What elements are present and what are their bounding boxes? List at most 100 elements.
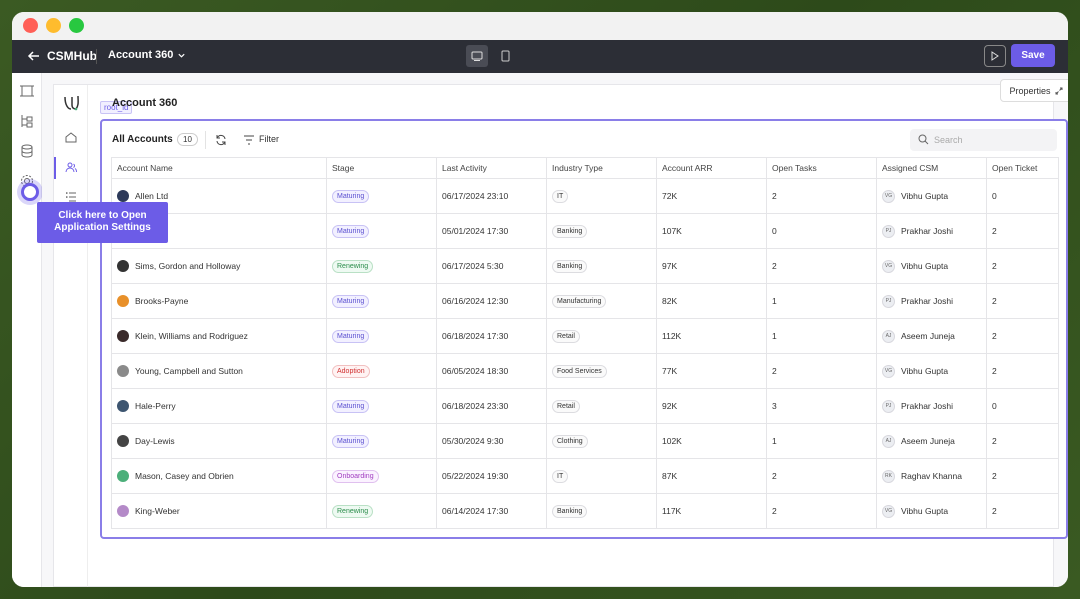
back-arrow-icon[interactable] bbox=[26, 48, 42, 64]
arr-cell: 92K bbox=[656, 388, 767, 424]
properties-button[interactable]: Properties bbox=[1000, 79, 1068, 102]
table-row[interactable]: Sims, Gordon and Holloway Renewing 06/17/2… bbox=[111, 248, 1059, 284]
table-row[interactable]: Allen Ltd Maturing 06/17/2024 23:10 IT 72K 2 V… bbox=[111, 178, 1059, 214]
csm-name: Aseem Juneja bbox=[901, 331, 955, 341]
column-header[interactable]: Open Ticket bbox=[986, 157, 1059, 179]
account-logo-icon bbox=[117, 435, 129, 447]
open-tasks-cell: 1 bbox=[766, 283, 877, 319]
column-header[interactable]: Industry Type bbox=[546, 157, 657, 179]
open-tasks-cell: 3 bbox=[766, 388, 877, 424]
stage-cell: Maturing bbox=[326, 178, 437, 214]
open-ticket-cell: 2 bbox=[986, 493, 1059, 529]
csm-cell: AJ Aseem Juneja bbox=[876, 318, 987, 354]
open-ticket-cell: 2 bbox=[986, 318, 1059, 354]
arr-cell: 97K bbox=[656, 248, 767, 284]
industry-badge: Clothing bbox=[552, 434, 588, 448]
open-tasks-cell: 2 bbox=[766, 353, 877, 389]
stage-cell: Maturing bbox=[326, 213, 437, 249]
avatar: AJ bbox=[882, 434, 895, 448]
account-name: Young, Campbell and Sutton bbox=[135, 366, 243, 376]
table-row[interactable]: Mason, Casey and Obrien Onboarding 05/22/2… bbox=[111, 458, 1059, 494]
account-logo-icon bbox=[117, 190, 129, 202]
industry-cell: Manufacturing bbox=[546, 283, 657, 319]
mobile-icon bbox=[501, 50, 509, 62]
account-name: King-Weber bbox=[135, 506, 180, 516]
last-activity-cell: 06/14/2024 17:30 bbox=[436, 493, 547, 529]
column-header[interactable]: Stage bbox=[326, 157, 437, 179]
stage-cell: Onboarding bbox=[326, 458, 437, 494]
industry-badge: IT bbox=[552, 189, 569, 203]
table-row[interactable]: King-Weber Renewing 06/14/2024 17:30 Bankin… bbox=[111, 493, 1059, 529]
users-icon[interactable] bbox=[65, 161, 77, 173]
stage-badge: Maturing bbox=[332, 224, 370, 238]
header-divider bbox=[96, 49, 97, 64]
table-row[interactable]: Young, Campbell and Sutton Adoption 06/05/… bbox=[111, 353, 1059, 389]
arr-cell: 107K bbox=[656, 213, 767, 249]
desktop-view-button[interactable] bbox=[466, 45, 488, 67]
stage-badge: Maturing bbox=[332, 189, 370, 203]
save-button[interactable]: Save bbox=[1011, 44, 1055, 67]
table-row[interactable]: Hale-Perry Maturing 06/18/2024 23:30 Retail… bbox=[111, 388, 1059, 424]
avatar: RK bbox=[882, 469, 895, 483]
account-logo-icon bbox=[117, 365, 129, 377]
account-name: Allen Ltd bbox=[135, 191, 169, 201]
database-icon[interactable] bbox=[19, 143, 35, 159]
open-ticket-cell: 2 bbox=[986, 458, 1059, 494]
avatar: PJ bbox=[882, 294, 895, 308]
table-row[interactable]: Klein, Williams and Rodriguez Maturing 06/… bbox=[111, 318, 1059, 354]
settings-highlight-ring[interactable] bbox=[21, 183, 39, 201]
preview-sidebar bbox=[54, 85, 88, 587]
industry-cell: Clothing bbox=[546, 423, 657, 459]
column-header[interactable]: Account Name bbox=[111, 157, 327, 179]
play-icon bbox=[991, 51, 999, 61]
table-row[interactable]: Brooks-Payne Maturing 06/16/2024 12:30 Manu… bbox=[111, 283, 1059, 319]
mobile-view-button[interactable] bbox=[494, 45, 516, 67]
last-activity-cell: 05/30/2024 9:30 bbox=[436, 423, 547, 459]
search-input[interactable] bbox=[934, 132, 1049, 148]
table-row[interactable]: Day-Lewis Maturing 05/30/2024 9:30 Clothing… bbox=[111, 423, 1059, 459]
csm-name: Vibhu Gupta bbox=[901, 261, 949, 271]
csm-cell: PJ Prakhar Joshi bbox=[876, 283, 987, 319]
csm-cell: VG Vibhu Gupta bbox=[876, 248, 987, 284]
table-row[interactable]: Maturing 05/01/2024 17:30 Banking 107K 0 PJ Pr… bbox=[111, 213, 1059, 249]
window-titlebar bbox=[12, 12, 1068, 40]
page-selector[interactable]: Account 360 bbox=[108, 49, 186, 61]
tree-icon[interactable] bbox=[19, 113, 35, 129]
stage-badge: Renewing bbox=[332, 259, 374, 273]
frame-icon[interactable] bbox=[19, 83, 35, 99]
arr-cell: 77K bbox=[656, 353, 767, 389]
filter-button[interactable]: Filter bbox=[259, 134, 279, 144]
account-name: Hale-Perry bbox=[135, 401, 176, 411]
list-icon[interactable] bbox=[65, 191, 77, 203]
refresh-icon[interactable] bbox=[215, 134, 227, 146]
home-icon[interactable] bbox=[65, 131, 77, 143]
search-box[interactable] bbox=[910, 129, 1057, 151]
accounts-table-widget[interactable]: All Accounts 10 Filter Account NameStage… bbox=[100, 119, 1068, 539]
open-tasks-cell: 1 bbox=[766, 318, 877, 354]
maximize-window-button[interactable] bbox=[69, 18, 84, 33]
account-name-cell: Young, Campbell and Sutton bbox=[111, 353, 327, 389]
column-header[interactable]: Open Tasks bbox=[766, 157, 877, 179]
avatar: VG bbox=[882, 259, 895, 273]
stage-cell: Maturing bbox=[326, 318, 437, 354]
open-ticket-cell: 2 bbox=[986, 423, 1059, 459]
account-name-cell: Klein, Williams and Rodriguez bbox=[111, 318, 327, 354]
industry-cell: Food Services bbox=[546, 353, 657, 389]
avatar: VG bbox=[882, 189, 895, 203]
app-window: CSMHub Account 360 Save bbox=[12, 12, 1068, 587]
preview-button[interactable] bbox=[984, 45, 1006, 67]
minimize-window-button[interactable] bbox=[46, 18, 61, 33]
column-header[interactable]: Account ARR bbox=[656, 157, 767, 179]
csm-name: Prakhar Joshi bbox=[901, 296, 953, 306]
industry-badge: IT bbox=[552, 469, 569, 483]
account-name-cell: Day-Lewis bbox=[111, 423, 327, 459]
filter-icon[interactable] bbox=[243, 135, 255, 145]
column-header[interactable]: Last Activity bbox=[436, 157, 547, 179]
column-header[interactable]: Assigned CSM bbox=[876, 157, 987, 179]
account-name: Sims, Gordon and Holloway bbox=[135, 261, 241, 271]
record-count-badge: 10 bbox=[177, 133, 198, 146]
close-window-button[interactable] bbox=[23, 18, 38, 33]
industry-cell: IT bbox=[546, 458, 657, 494]
account-name-cell: Sims, Gordon and Holloway bbox=[111, 248, 327, 284]
industry-badge: Banking bbox=[552, 224, 588, 238]
